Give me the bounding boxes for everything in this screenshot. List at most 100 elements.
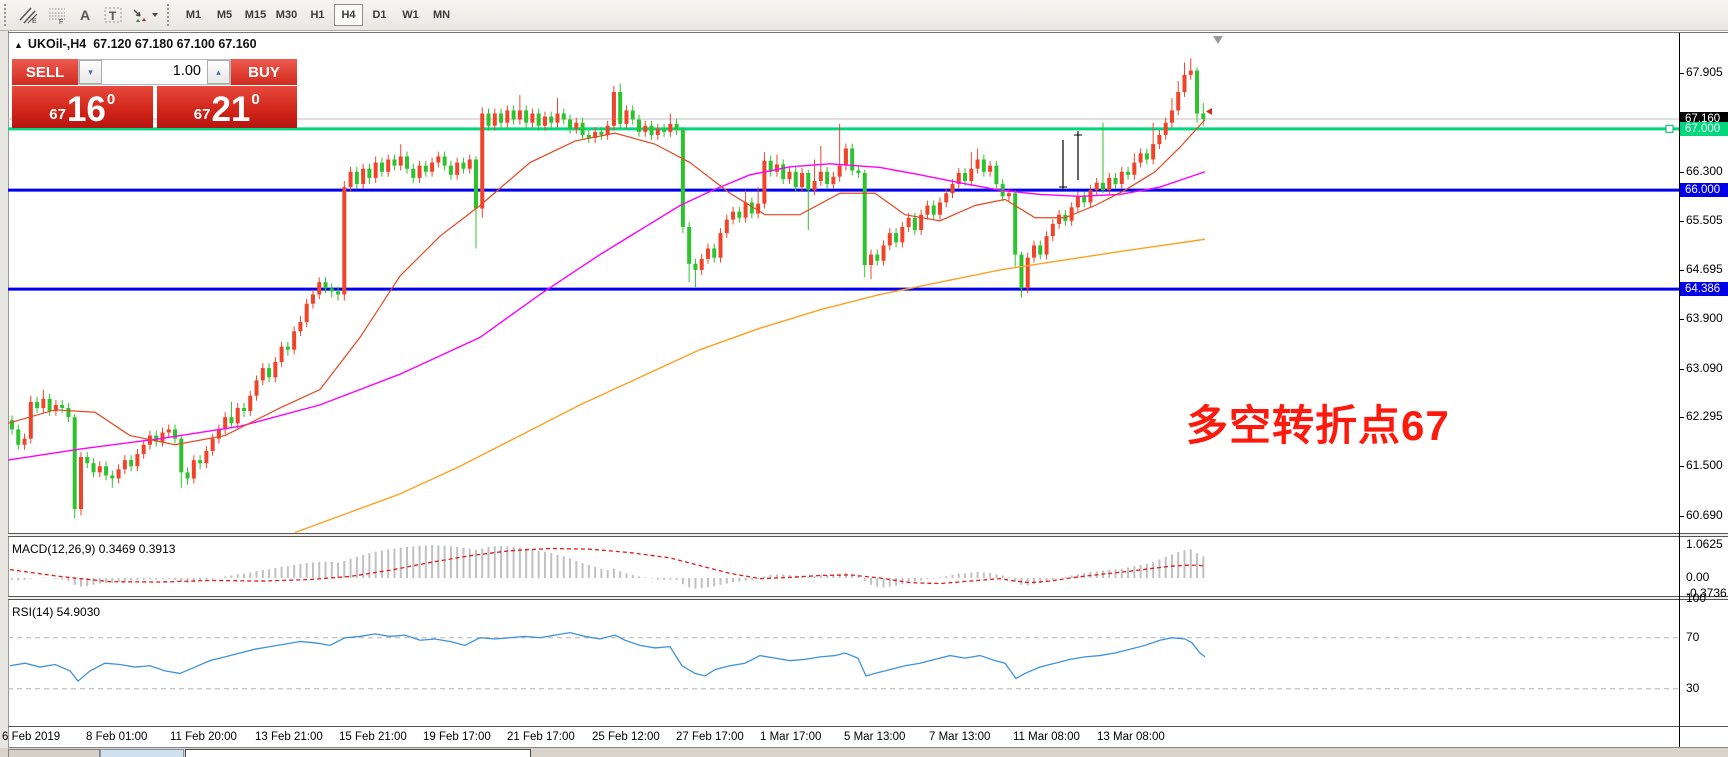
candle-body <box>574 122 579 129</box>
candle-body <box>10 420 14 430</box>
buy-price-tile[interactable]: 67 21 0 <box>156 86 297 128</box>
candle-body <box>687 226 692 264</box>
candle-body <box>937 202 942 215</box>
fibonacci-tool-icon[interactable]: F <box>43 3 71 27</box>
candle-body <box>843 148 848 166</box>
tf-button-m15[interactable]: M15 <box>244 9 267 21</box>
candle-body <box>787 171 792 180</box>
tf-button-w1[interactable]: W1 <box>402 9 419 21</box>
text-tool-icon[interactable]: T <box>99 3 127 27</box>
candle-body <box>749 202 754 214</box>
rsi-axis-label: 100 <box>1686 591 1707 606</box>
candle-body <box>229 417 234 424</box>
candle-body <box>536 113 541 126</box>
volume-up-icon[interactable]: ▴ <box>207 60 230 84</box>
candle-body <box>1144 153 1149 160</box>
candle-body <box>392 159 397 166</box>
price-axis-label: 61.500 <box>1686 458 1723 473</box>
chart-tab-1[interactable] <box>8 749 100 757</box>
candle-body <box>442 156 447 166</box>
time-axis-label: 21 Feb 17:00 <box>507 731 575 743</box>
sell-price-pips: 16 <box>66 90 106 130</box>
rsi-line <box>9 631 1206 683</box>
chart-shift-triangle-icon[interactable] <box>1213 36 1223 44</box>
candle-body <box>386 159 391 172</box>
arrow-objects-tool-icon[interactable] <box>127 3 163 27</box>
candle-body <box>1188 70 1193 75</box>
candle-body <box>448 165 453 175</box>
candle-body <box>712 248 717 258</box>
candle-body <box>179 438 184 473</box>
candle-body <box>649 125 654 135</box>
panel-separator-1[interactable] <box>8 533 1728 537</box>
tf-button-m5[interactable]: M5 <box>216 9 233 21</box>
ma-mid-line <box>7 163 1206 461</box>
candle-body <box>336 291 341 295</box>
candle-body <box>411 168 416 178</box>
candle-body <box>1126 171 1131 175</box>
volume-input[interactable]: 1.00 <box>172 63 201 79</box>
time-axis-label: 6 Feb 2019 <box>2 731 61 743</box>
price-axis-label: 63.900 <box>1686 311 1723 325</box>
candle-body <box>900 226 905 243</box>
candle-body <box>223 417 228 430</box>
time-axis-label: 27 Feb 17:00 <box>676 731 744 743</box>
docked-panel-edge <box>0 31 9 757</box>
ma-slow-line <box>294 238 1206 534</box>
candle-body <box>166 429 171 433</box>
macd-axis-label: 0.00 <box>1686 570 1710 584</box>
sell-button[interactable]: SELL <box>12 59 78 85</box>
candle-body <box>373 162 378 178</box>
sell-price-tile[interactable]: 67 16 0 <box>12 86 153 128</box>
price-badge-66.000: 66.000 <box>1680 183 1728 198</box>
candle-body <box>317 282 322 295</box>
candle-body <box>662 128 667 132</box>
candle-body <box>1057 214 1062 224</box>
candle-body <box>718 233 723 258</box>
sell-price-int: 67 <box>49 106 66 123</box>
candle-body <box>1100 182 1105 191</box>
hline-handle[interactable] <box>1665 124 1674 133</box>
candle-body <box>825 171 830 185</box>
candle-body <box>66 407 71 418</box>
time-axis-label: 1 Mar 17:00 <box>760 731 822 743</box>
panel-separator-2[interactable] <box>8 596 1728 600</box>
tf-button-d1[interactable]: D1 <box>372 9 387 21</box>
candle-body <box>467 159 472 169</box>
candle-body <box>486 113 491 126</box>
candle-body <box>473 159 478 209</box>
chart-tab-2[interactable] <box>100 749 184 757</box>
candle-body <box>731 211 736 220</box>
candle-body <box>1082 196 1087 203</box>
one-click-trading-panel: SELL ▾ 1.00 ▴ BUY 67 16 0 67 21 0 <box>12 59 297 128</box>
candle-body <box>555 113 560 123</box>
tf-button-m30[interactable]: M30 <box>275 9 298 21</box>
collapse-triangle-icon[interactable]: ▲ <box>14 40 23 50</box>
candle-body <box>837 165 842 177</box>
chart-tab-3[interactable] <box>185 749 531 757</box>
volume-down-icon[interactable]: ▾ <box>79 60 102 84</box>
candle-body <box>768 160 773 172</box>
text-label-tool-icon[interactable]: A <box>79 7 91 23</box>
candle-body <box>430 162 435 172</box>
tf-button-h4-active[interactable]: H4 <box>334 4 363 26</box>
candle-body <box>78 457 83 510</box>
tf-button-h1[interactable]: H1 <box>310 9 325 21</box>
buy-button[interactable]: BUY <box>231 59 297 85</box>
candle-body <box>405 156 410 169</box>
candle-body <box>568 119 573 129</box>
candle-body <box>185 472 190 479</box>
tf-button-mn[interactable]: MN <box>432 9 451 21</box>
time-axis-label: 11 Feb 20:00 <box>170 731 237 743</box>
candle-body <box>963 172 968 181</box>
candle-body <box>655 128 660 135</box>
toolbar-grip[interactable] <box>4 4 11 26</box>
candle-body <box>1019 254 1024 289</box>
candle-body <box>724 219 729 234</box>
time-axis-border <box>8 726 1728 727</box>
price-badge-64.386: 64.386 <box>1680 282 1728 297</box>
toolbar-grip-2[interactable] <box>167 4 174 26</box>
equidistant-channel-tool-icon[interactable]: E <box>15 3 43 27</box>
candle-body <box>919 214 924 231</box>
tf-button-m1[interactable]: M1 <box>185 9 202 21</box>
